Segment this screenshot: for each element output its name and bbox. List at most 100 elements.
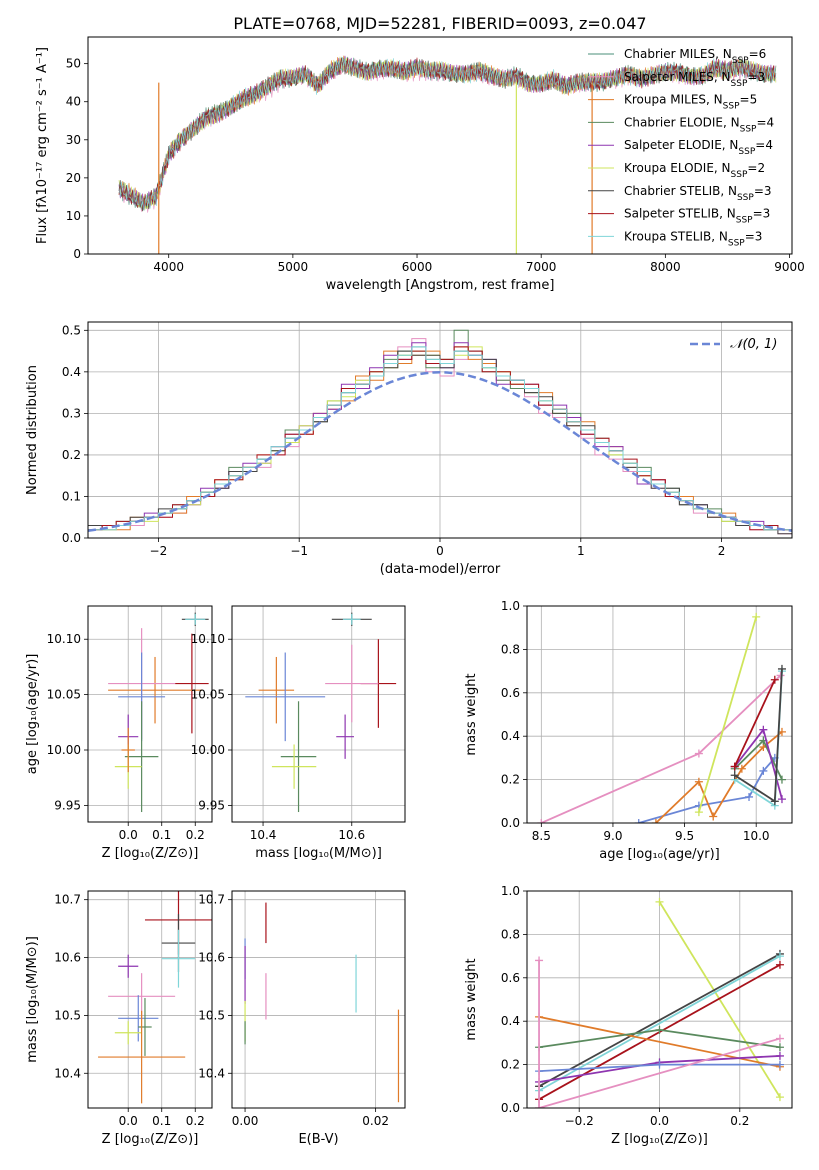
y-tick-label: 10.00 [47,743,81,757]
plot-area [535,897,784,1108]
x-tick-label: 7000 [526,260,557,274]
y-tick-label: 10.7 [54,893,81,907]
legend-label: Salpeter STELIB, NSSP=3 [624,207,770,226]
y-tick-label: 0.6 [501,971,520,985]
x-tick-label: 0.0 [119,828,138,842]
y-tick-label: 10.6 [54,951,81,965]
axes-frame [526,890,793,1109]
y-axis-label: Normed distribution [25,365,40,495]
y-tick-label: 1.0 [501,884,520,898]
y-tick-label: 9.95 [198,798,225,812]
series-marker [775,1034,784,1043]
series-marker [655,897,664,906]
series-marker [709,812,718,821]
series-marker [535,1104,544,1108]
series-marker [770,675,779,684]
series-marker [775,952,784,961]
y-tick-label: 0.3 [62,406,81,420]
series-marker [745,792,754,801]
y-axis-label: Flux [fλ10⁻¹⁷ erg cm⁻² s⁻¹ A⁻¹] [35,47,50,244]
series-marker [775,1093,784,1102]
series-marker [655,1025,664,1034]
x-tick-label: 1 [577,544,585,558]
y-tick-label: 10.05 [191,688,225,702]
x-tick-label: 9.0 [603,829,622,843]
series-marker [737,764,746,773]
y-tick-label: 1.0 [501,599,520,613]
legend-label: Salpeter ELODIE, NSSP=4 [624,138,773,157]
plot-area [118,55,777,254]
x-tick-label: 0.2 [186,828,205,842]
axes-frame [87,890,213,1109]
series-marker [759,725,768,734]
y-tick-label: 0.8 [501,927,520,941]
figure-title: PLATE=0768, MJD=52281, FIBERID=0093, z=0… [233,14,646,33]
x-axis-label: Z [log₁₀(Z/Z⊙)] [102,846,199,861]
x-axis-label: (data-model)/error [380,562,501,577]
plot-area [88,329,792,538]
series-marker [759,766,768,775]
x-tick-label: −1 [290,544,308,558]
series-line [733,679,776,767]
plot-area [98,891,212,1104]
y-tick-label: 40 [66,95,81,109]
series-line [538,953,781,1088]
y-tick-label: 10.6 [198,951,225,965]
x-tick-label: 0.1 [152,828,171,842]
y-axis-label: mass weight [464,958,479,1040]
x-axis-label: wavelength [Angstrom, rest frame] [326,278,555,293]
series-marker [634,819,643,823]
x-tick-label: 0.0 [650,1114,669,1128]
plot-area [244,902,400,1103]
y-tick-label: 10.4 [54,1066,81,1080]
legend-label: Kroupa ELODIE, NSSP=2 [624,161,765,180]
series-line [638,757,776,823]
x-tick-label: 8.5 [532,829,551,843]
x-tick-label: 2 [718,544,726,558]
series-marker [694,808,703,817]
x-tick-label: −2 [150,544,168,558]
y-tick-label: 10.10 [47,632,81,646]
series-marker [655,1060,664,1069]
series-marker [776,671,785,680]
gaussian-curve [88,371,792,532]
axes-frame [231,890,406,1109]
x-tick-label: 0 [436,544,444,558]
x-tick-label: 0.02 [362,1114,389,1128]
series-line [540,674,782,823]
y-tick-label: 0.5 [62,323,81,337]
series-marker [775,1043,784,1052]
x-axis-label: E(B-V) [298,1132,338,1147]
x-tick-label: 9000 [774,260,805,274]
series-marker [651,819,660,823]
legend-label: Chabrier ELODIE, NSSP=4 [624,115,774,134]
series-marker [730,762,739,771]
histogram-step [88,346,792,538]
y-tick-label: 10.05 [47,688,81,702]
y-tick-label: 0.4 [501,1014,520,1028]
residuals-panel: −2 −1 0 1 2 0.0 0.1 0.2 0.3 0.4 0.5 (data-model)/er… [25,321,793,577]
series-marker [770,797,779,806]
y-axis-label: mass [log₁₀(M/M⊙)] [25,936,40,1063]
mass-vs-extinction-panel: 0.00 0.02 10.4 10.5 10.6 10.7 E(B-V) [198,890,406,1147]
x-tick-label: 0.2 [730,1114,749,1128]
y-tick-label: 0.0 [62,531,81,545]
y-tick-label: 30 [66,133,81,147]
x-axis-label: Z [log₁₀(Z/Z⊙)] [611,1132,708,1147]
x-tick-label: 9.5 [675,829,694,843]
axes-frame [231,605,406,823]
y-tick-label: 10.00 [191,743,225,757]
y-tick-label: 10.10 [191,632,225,646]
y-tick-label: 0.8 [501,642,520,656]
y-tick-label: 10 [66,209,81,223]
mass-vs-metallicity-panel: 0.0 0.1 0.2 10.4 10.5 10.6 10.7 Z [log₁₀(Z/Z⊙)]… [25,890,213,1147]
y-tick-label: 0.0 [501,1101,520,1115]
x-axis-label: mass [log₁₀(M/M⊙)] [255,846,382,861]
x-tick-label: 0.1 [152,1114,171,1128]
y-tick-label: 10.5 [54,1008,81,1022]
x-tick-label: 10.0 [743,829,770,843]
y-tick-label: 0.0 [501,816,520,830]
series-marker [535,956,544,965]
legend-label: Chabrier MILES, NSSP=6 [624,47,766,66]
